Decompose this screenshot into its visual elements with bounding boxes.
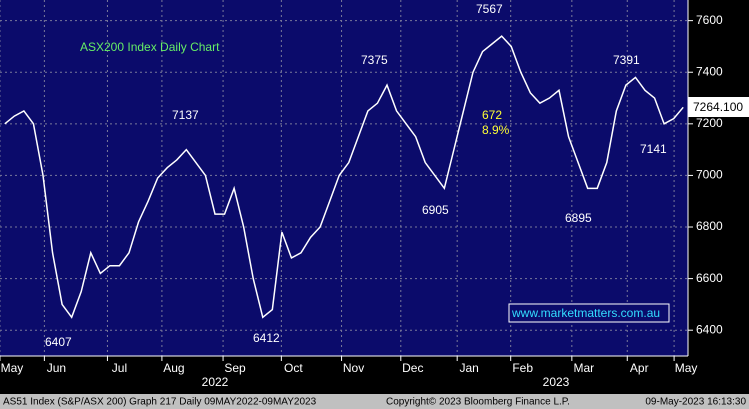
x-tick-label: Mar — [574, 361, 595, 375]
plot-area — [0, 0, 688, 356]
annotation: 7137 — [172, 108, 199, 122]
y-tick-label: 7200 — [696, 116, 723, 130]
x-tick-label: Apr — [630, 361, 649, 375]
last-price: 7264.100 — [693, 100, 743, 114]
x-tick-label: Feb — [512, 361, 533, 375]
annotation: 672 — [482, 108, 502, 122]
y-tick-label: 6400 — [696, 322, 723, 336]
x-tick-label: Sep — [224, 361, 246, 375]
annotation: 8.9% — [482, 123, 510, 137]
y-tick-label: 7000 — [696, 168, 723, 182]
footer-center: Copyright© 2023 Bloomberg Finance L.P. — [386, 397, 570, 408]
annotation: 7141 — [640, 142, 667, 156]
x-tick-label: Aug — [163, 361, 184, 375]
annotation: 6905 — [422, 203, 449, 217]
last-price-box — [688, 97, 749, 117]
x-tick-label: Oct — [284, 361, 303, 375]
annotation: 6412 — [253, 331, 280, 345]
y-tick-label: 6600 — [696, 271, 723, 285]
x-tick-label: May — [1, 361, 24, 375]
footer-right: 09-May-2023 16:13:30 — [645, 397, 746, 408]
price-line — [4, 35, 684, 319]
x-tick-label: Jan — [459, 361, 478, 375]
x-tick-label: Dec — [402, 361, 423, 375]
y-tick-label: 7600 — [696, 13, 723, 27]
year-label: 2023 — [543, 375, 570, 389]
y-tick-label: 6800 — [696, 219, 723, 233]
annotation: 7567 — [476, 2, 503, 16]
x-tick-label: May — [675, 361, 698, 375]
x-tick-label: Jul — [112, 361, 127, 375]
annotation: 6407 — [45, 335, 72, 349]
chart-title: ASX200 Index Daily Chart — [80, 40, 220, 54]
annotation: 7391 — [613, 53, 640, 67]
footer-bar — [0, 394, 749, 409]
x-tick-label: Jun — [47, 361, 66, 375]
footer-left: AS51 Index (S&P/ASX 200) Graph 217 Daily… — [3, 397, 317, 408]
website: www.marketmatters.com.au — [511, 306, 660, 320]
website-box — [508, 303, 670, 323]
x-tick-label: Nov — [343, 361, 364, 375]
annotation: 7375 — [361, 53, 388, 67]
annotation: 6895 — [565, 211, 592, 225]
y-tick-label: 7400 — [696, 64, 723, 78]
year-label: 2022 — [202, 375, 229, 389]
